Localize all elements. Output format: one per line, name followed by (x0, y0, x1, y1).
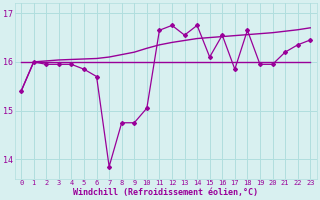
X-axis label: Windchill (Refroidissement éolien,°C): Windchill (Refroidissement éolien,°C) (73, 188, 258, 197)
